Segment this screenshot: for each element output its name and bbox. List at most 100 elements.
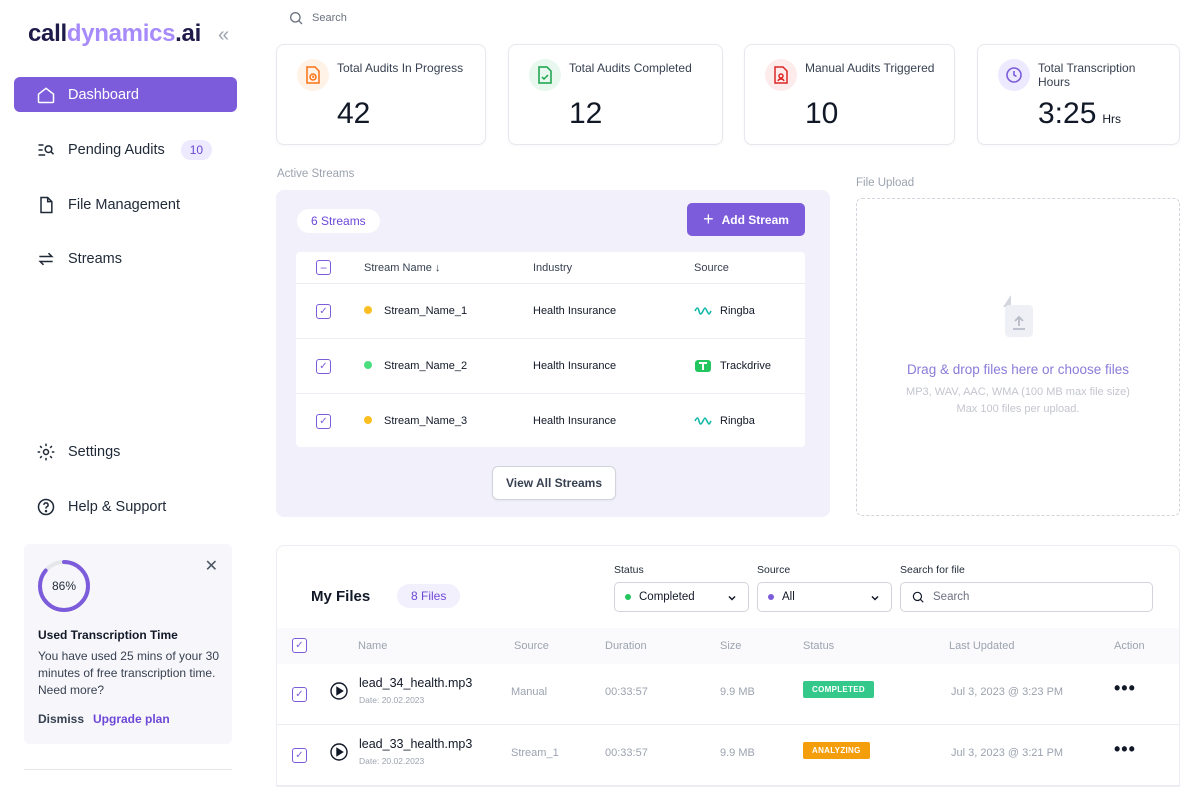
dropzone-file-types: MP3, WAV, AAC, WMA (100 MB max file size… [906,386,1130,398]
status-filter-value: Completed [639,591,695,603]
home-icon [37,86,55,103]
more-actions-icon[interactable]: ••• [1114,739,1136,759]
document-user-icon [765,59,797,91]
stream-row[interactable]: ✓ Stream_Name_2 Health Insurance Trackdr… [296,339,805,394]
play-icon[interactable] [330,743,348,761]
brand-part-2: dynamics [66,20,176,47]
global-search[interactable]: Search [288,10,347,26]
file-row[interactable]: ✓ lead_33_health.mp3 Date: 20.02.2023 St… [277,725,1179,786]
more-actions-icon[interactable]: ••• [1114,678,1136,698]
column-industry: Industry [533,261,573,274]
stream-industry: Health Insurance [533,360,617,372]
column-source: Source [694,261,729,274]
source-filter-label: Source [757,564,791,576]
file-last-updated: Jul 3, 2023 @ 3:21 PM [951,747,1064,759]
stream-name-text: Stream_Name_3 [384,415,468,427]
column-label: Stream Name [364,261,432,274]
search-icon [290,12,303,25]
add-stream-label: Add Stream [721,212,789,227]
row-checkbox[interactable]: ✓ [316,358,331,374]
sidebar-item-settings[interactable]: Settings [14,434,237,469]
stream-row[interactable]: ✓ Stream_Name_3 Health Insurance Ringba [296,394,805,447]
sidebar-item-help[interactable]: Help & Support [14,489,237,524]
files-count-badge: 8 Files [397,584,461,608]
gear-icon [37,443,55,460]
sidebar-item-label: Streams [68,250,122,267]
stream-name-text: Stream_Name_1 [384,305,468,317]
source-name: Ringba [720,415,755,427]
sidebar-item-label: Pending Audits [68,141,165,158]
close-icon[interactable]: ✕ [204,558,218,575]
row-checkbox[interactable]: ✓ [316,303,331,319]
select-all-checkbox[interactable]: − [316,260,331,275]
arrows-swap-icon [38,252,54,265]
sidebar: calldynamics.ai « Dashboard Pending Audi… [0,0,250,787]
file-date: Date: 20.02.2023 [359,756,424,766]
column-stream-name[interactable]: Stream Name ↓ [364,262,440,274]
status-filter-select[interactable]: Completed [614,582,749,612]
usage-progress-ring [38,560,90,612]
stat-label: Manual Audits Triggered [805,61,935,75]
sort-down-icon: ↓ [434,261,441,274]
source-filter-select[interactable]: All [757,582,892,612]
file-size: 9.9 MB [720,747,755,759]
sidebar-item-dashboard[interactable]: Dashboard [14,77,237,112]
file-source: Stream_1 [511,747,559,759]
file-source: Manual [511,686,548,698]
status-badge: ANALYZING [803,742,870,759]
brand-part-3: .ai [175,20,201,47]
stream-industry: Health Insurance [533,305,617,317]
chevron-down-icon [871,595,879,601]
row-checkbox[interactable]: ✓ [316,413,331,429]
dismiss-button[interactable]: Dismiss [38,712,85,726]
stream-row[interactable]: ✓ Stream_Name_1 Health Insurance Ringba [296,284,805,339]
source-dot [768,594,774,600]
collapse-sidebar-icon[interactable]: « [218,24,230,46]
sidebar-item-file-management[interactable]: File Management [14,187,237,222]
help-circle-icon [37,498,55,515]
source-name: Ringba [720,305,755,317]
stream-name: Stream_Name_3 [364,415,467,427]
stat-value: 12 [569,97,602,131]
streams-count-badge: 6 Streams [297,209,380,233]
stream-source: Ringba [694,415,755,427]
file-dropzone[interactable]: Drag & drop files here or choose files M… [856,198,1180,516]
stream-source: Ringba [694,305,755,317]
ringba-icon [694,417,712,425]
stat-number: 3:25 [1038,97,1097,130]
sidebar-divider [24,769,232,770]
file-search-placeholder: Search [933,591,970,603]
sidebar-item-pending-audits[interactable]: Pending Audits 10 [14,132,237,167]
file-name[interactable]: lead_33_health.mp3 [359,737,473,751]
file-date-value: 20.02.2023 [381,756,425,766]
row-checkbox[interactable]: ✓ [292,748,307,763]
file-name[interactable]: lead_34_health.mp3 [359,676,473,690]
row-checkbox[interactable]: ✓ [292,687,307,702]
view-all-streams-button[interactable]: View All Streams [492,466,616,500]
file-size: 9.9 MB [720,686,755,698]
trackdrive-icon [695,360,711,372]
sidebar-item-streams[interactable]: Streams [14,241,237,276]
stream-name-text: Stream_Name_2 [384,360,468,372]
stat-card-manual: Manual Audits Triggered 10 [744,44,955,145]
file-last-updated: Jul 3, 2023 @ 3:23 PM [951,686,1064,698]
search-icon [912,591,924,603]
usage-percent: 86% [51,579,77,593]
upgrade-plan-link[interactable]: Upgrade plan [93,712,170,726]
file-row[interactable]: ✓ lead_34_health.mp3 Date: 20.02.2023 Ma… [277,664,1179,725]
stat-label: Total Audits In Progress [337,61,464,75]
my-files-panel: My Files 8 Files Status Completed Source… [276,545,1180,787]
global-search-input[interactable]: Search [312,12,347,24]
stat-value: 42 [337,97,370,131]
stat-value: 3:25 Hrs [1038,97,1121,131]
pending-count-badge: 10 [180,139,213,160]
status-filter-label: Status [614,564,644,576]
file-search-input[interactable]: Search [900,582,1153,612]
select-all-files-checkbox[interactable]: ✓ [292,638,307,653]
play-icon[interactable] [330,682,348,700]
stat-card-transcription: Total Transcription Hours 3:25 Hrs [977,44,1180,145]
brand-part-1: call [28,20,67,47]
brand-logo[interactable]: calldynamics.ai [28,20,201,48]
dropzone-main-text[interactable]: Drag & drop files here or choose files [906,362,1130,377]
add-stream-button[interactable]: + Add Stream [687,203,805,236]
